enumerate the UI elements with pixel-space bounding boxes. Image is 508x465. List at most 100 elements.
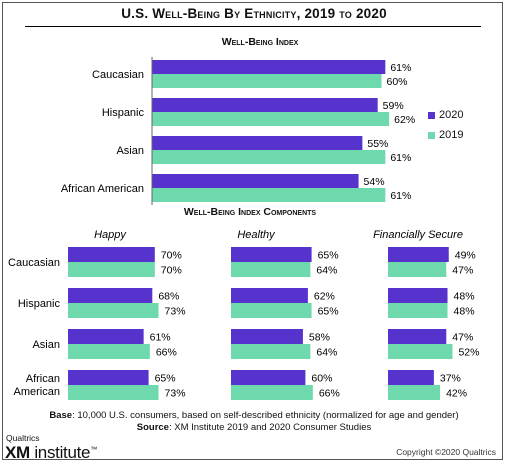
bar-healthy-caucasian-2020	[231, 247, 312, 262]
value-label-healthy-caucasian-2019: 64%	[316, 265, 337, 277]
panel-title-financially-secure: Financially Secure	[373, 229, 463, 241]
component-category-label-asian: Asian	[32, 339, 60, 351]
bar-happy-asian-2019	[68, 344, 150, 359]
component-category-label-hispanic: Hispanic	[18, 298, 61, 310]
panel-title-happy: Happy	[94, 229, 127, 241]
component-category-label-caucasian: Caucasian	[8, 257, 60, 269]
footer-notes: Base: 10,000 U.S. consumers, based on se…	[0, 410, 508, 434]
bar-happy-hispanic-2020	[68, 288, 153, 303]
value-label-healthy-asian-2019: 64%	[316, 347, 337, 359]
value-label-financially-secure-caucasian-2020: 49%	[455, 250, 476, 262]
footer-base: Base: 10,000 U.S. consumers, based on se…	[0, 410, 508, 422]
bar-financially-secure-caucasian-2019	[388, 262, 447, 277]
copyright: Copyright ©2020 Qualtrics	[396, 447, 496, 457]
bar-financially-secure-hispanic-2019	[388, 303, 448, 318]
value-label-healthy-hispanic-2019: 65%	[318, 306, 339, 318]
value-label-hispanic-2020: 59%	[383, 100, 404, 112]
bar-happy-asian-2020	[68, 329, 144, 344]
bar-healthy-african-american-2019	[231, 385, 313, 400]
category-label-caucasian: Caucasian	[92, 69, 144, 81]
value-label-healthy-hispanic-2020: 62%	[314, 291, 335, 303]
value-label-financially-secure-asian-2020: 47%	[452, 332, 473, 344]
base-text: : 10,000 U.S. consumers, based on self-d…	[72, 410, 459, 421]
category-label-hispanic: Hispanic	[102, 107, 145, 119]
bar-healthy-caucasian-2019	[231, 262, 311, 277]
value-label-happy-asian-2019: 66%	[156, 347, 177, 359]
logo-xm: XM	[5, 443, 30, 462]
bar-happy-african-american-2019	[68, 385, 159, 400]
category-label-asian: Asian	[116, 145, 144, 157]
value-label-financially-secure-caucasian-2019: 47%	[452, 265, 473, 277]
bar-caucasian-2020	[152, 60, 386, 74]
bar-healthy-asian-2020	[231, 329, 303, 344]
legend-label-2020: 2020	[439, 109, 464, 121]
component-category-label-african-american-line1: African	[26, 373, 60, 385]
bar-happy-caucasian-2019	[68, 262, 155, 277]
figure-frame	[2, 2, 503, 460]
value-label-happy-hispanic-2019: 73%	[165, 306, 186, 318]
value-label-financially-secure-hispanic-2020: 48%	[454, 291, 475, 303]
value-label-happy-hispanic-2020: 68%	[158, 291, 179, 303]
value-label-hispanic-2019: 62%	[394, 114, 415, 126]
value-label-caucasian-2020: 61%	[390, 62, 411, 74]
bar-healthy-hispanic-2020	[231, 288, 308, 303]
bar-financially-secure-hispanic-2020	[388, 288, 448, 303]
chart-canvas: Caucasian61%60%Hispanic59%62%Asian55%61%…	[8, 57, 479, 400]
bar-financially-secure-african-american-2020	[388, 370, 434, 385]
xm-institute-logo: XM institute™	[5, 443, 97, 463]
bar-happy-african-american-2020	[68, 370, 149, 385]
value-label-asian-2019: 61%	[390, 152, 411, 164]
legend-swatch-2020	[428, 111, 435, 119]
title-rule	[25, 26, 481, 27]
footer-source: Source: XM Institute 2019 and 2020 Consu…	[0, 422, 508, 434]
bar-healthy-african-american-2020	[231, 370, 306, 385]
legend-2019: 2019	[428, 129, 463, 141]
source-label: Source	[136, 422, 169, 433]
value-label-healthy-african-american-2019: 66%	[319, 388, 340, 400]
logo-company: Qualtrics	[6, 433, 40, 443]
bar-hispanic-2020	[152, 98, 378, 112]
bar-hispanic-2019	[152, 112, 390, 126]
panel-title-healthy: Healthy	[237, 229, 276, 241]
bar-caucasian-2019	[152, 74, 382, 88]
value-label-asian-2020: 55%	[367, 138, 388, 150]
index-subtitle: Well-Being Index	[221, 36, 299, 48]
value-label-happy-african-american-2020: 65%	[155, 373, 176, 385]
value-label-caucasian-2019: 60%	[387, 76, 408, 88]
component-category-label-african-american-line2: American	[14, 386, 60, 398]
bar-financially-secure-asian-2019	[388, 344, 453, 359]
bar-happy-caucasian-2020	[68, 247, 155, 262]
value-label-happy-caucasian-2019: 70%	[161, 265, 182, 277]
bar-happy-hispanic-2019	[68, 303, 159, 318]
bar-financially-secure-caucasian-2020	[388, 247, 449, 262]
legend-swatch-2019	[428, 131, 435, 139]
value-label-healthy-african-american-2020: 60%	[311, 373, 332, 385]
bar-financially-secure-african-american-2019	[388, 385, 441, 400]
legend-label-2019: 2019	[439, 129, 464, 141]
components-subtitle: Well-Being Index Components	[183, 206, 317, 218]
bar-healthy-asian-2019	[231, 344, 311, 359]
bar-financially-secure-asian-2020	[388, 329, 447, 344]
bar-healthy-hispanic-2019	[231, 303, 312, 318]
value-label-healthy-caucasian-2020: 65%	[318, 250, 339, 262]
value-label-financially-secure-african-american-2020: 37%	[440, 373, 461, 385]
chart-title: U.S. Well-Being By Ethnicity, 2019 to 20…	[121, 6, 387, 21]
base-label: Base	[49, 410, 73, 421]
value-label-financially-secure-asian-2019: 52%	[458, 347, 479, 359]
value-label-african-american-2020: 54%	[364, 176, 385, 188]
bar-african-american-2019	[152, 188, 386, 202]
bar-african-american-2020	[152, 174, 359, 188]
value-label-financially-secure-african-american-2019: 42%	[446, 388, 467, 400]
bar-asian-2020	[152, 136, 363, 150]
value-label-happy-african-american-2019: 73%	[165, 388, 186, 400]
category-label-african-american: African American	[61, 183, 144, 195]
source-text: : XM Institute 2019 and 2020 Consumer St…	[168, 422, 372, 433]
legend-2020: 2020	[428, 109, 463, 121]
value-label-healthy-asian-2020: 58%	[309, 332, 330, 344]
logo-institute: institute	[29, 443, 91, 462]
logo-tm: ™	[90, 446, 97, 454]
value-label-financially-secure-hispanic-2019: 48%	[454, 306, 475, 318]
value-label-happy-caucasian-2020: 70%	[161, 250, 182, 262]
value-label-african-american-2019: 61%	[390, 190, 411, 202]
value-label-happy-asian-2020: 61%	[150, 332, 171, 344]
